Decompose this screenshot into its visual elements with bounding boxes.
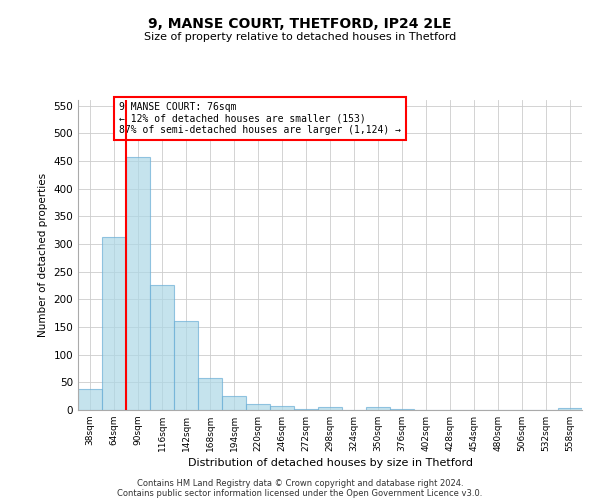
Text: Size of property relative to detached houses in Thetford: Size of property relative to detached ho… [144,32,456,42]
Bar [270,406,294,410]
Bar [222,396,246,410]
Bar [246,404,270,410]
Y-axis label: Number of detached properties: Number of detached properties [38,173,48,337]
Bar [126,157,150,410]
Bar [318,407,342,410]
Bar [102,238,126,410]
X-axis label: Distribution of detached houses by size in Thetford: Distribution of detached houses by size … [187,458,473,468]
Bar [150,285,174,410]
Bar [366,407,390,410]
Bar [78,389,102,410]
Text: 9 MANSE COURT: 76sqm
← 12% of detached houses are smaller (153)
87% of semi-deta: 9 MANSE COURT: 76sqm ← 12% of detached h… [119,102,401,136]
Bar [390,409,414,410]
Text: Contains HM Land Registry data © Crown copyright and database right 2024.: Contains HM Land Registry data © Crown c… [137,478,463,488]
Text: 9, MANSE COURT, THETFORD, IP24 2LE: 9, MANSE COURT, THETFORD, IP24 2LE [148,18,452,32]
Text: Contains public sector information licensed under the Open Government Licence v3: Contains public sector information licen… [118,488,482,498]
Bar [174,322,198,410]
Bar [198,378,222,410]
Bar [294,409,318,410]
Bar [558,408,582,410]
